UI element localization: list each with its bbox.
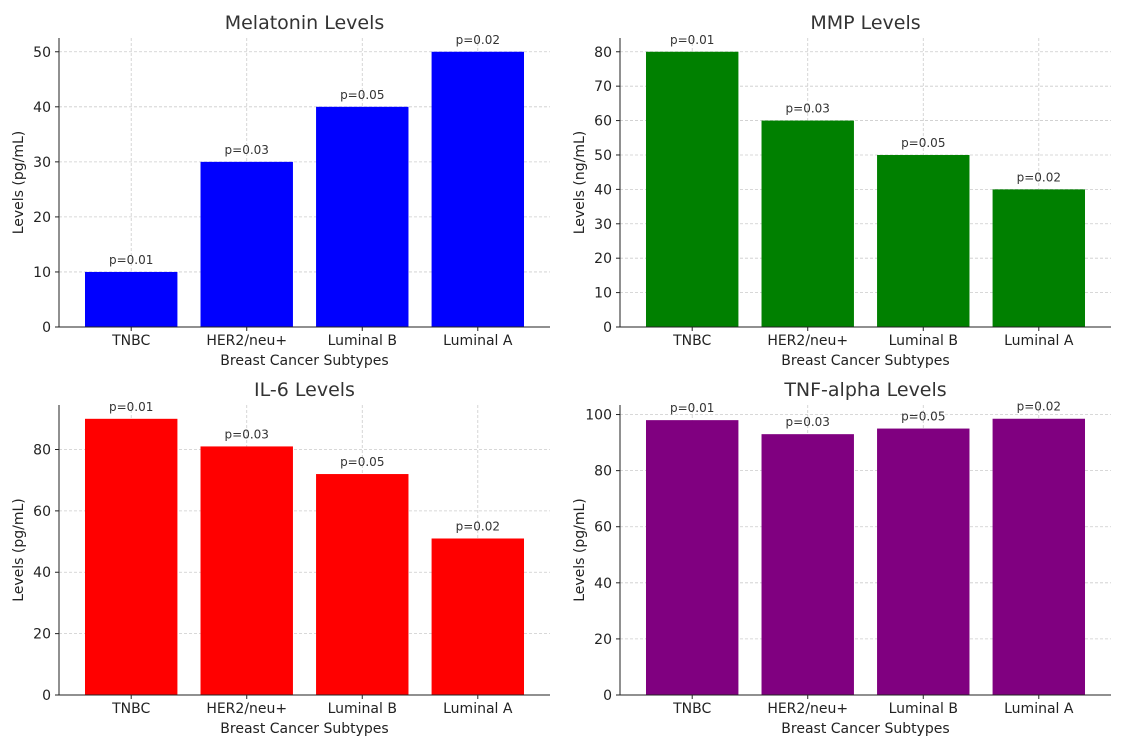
bar-annotation: p=0.03 — [225, 143, 269, 157]
x-tick-label: Luminal B — [328, 333, 397, 349]
y-tick-label: 50 — [594, 148, 612, 164]
y-tick-label: 50 — [33, 45, 51, 61]
chart-panel-1: p=0.01 p=0.03 p=0.05 p=0.02 0 10 20 30 40 50 60 70 8… — [572, 12, 1111, 369]
bar-annotation: p=0.02 — [456, 33, 500, 47]
bar-3-0 — [645, 420, 739, 695]
y-tick-label: 100 — [585, 408, 612, 424]
bar-2-3 — [431, 538, 525, 695]
x-axis-label: Breast Cancer Subtypes — [220, 353, 388, 369]
chart-panel-2: p=0.01 p=0.03 p=0.05 p=0.02 0 20 40 60 80 TNBC HER… — [11, 379, 550, 737]
y-tick-label: 60 — [33, 504, 51, 520]
y-tick-label: 60 — [594, 114, 612, 130]
y-tick-label: 80 — [594, 464, 612, 480]
y-tick-label: 20 — [594, 251, 612, 267]
y-tick-label: 10 — [594, 286, 612, 302]
bar-1-0 — [645, 51, 739, 328]
chart-title: IL-6 Levels — [254, 379, 355, 401]
y-tick-label: 0 — [42, 320, 51, 336]
y-tick-label: 60 — [594, 520, 612, 536]
bar-annotation: p=0.05 — [340, 455, 384, 469]
y-tick-label: 30 — [594, 217, 612, 233]
y-tick-label: 40 — [594, 576, 612, 592]
x-tick-label: Luminal A — [443, 333, 513, 349]
y-tick-label: 20 — [33, 627, 51, 643]
y-tick-label: 30 — [33, 155, 51, 171]
bar-annotation: p=0.02 — [456, 519, 500, 533]
x-tick-label: HER2/neu+ — [767, 333, 848, 349]
x-tick-label: HER2/neu+ — [206, 333, 287, 349]
bar-0-1 — [200, 161, 293, 327]
bar-annotation: p=0.05 — [901, 136, 945, 150]
bar-annotation: p=0.01 — [109, 400, 153, 414]
y-tick-label: 80 — [594, 45, 612, 61]
bar-1-3 — [992, 189, 1086, 327]
y-tick-label: 80 — [33, 442, 51, 458]
x-tick-label: Luminal A — [1004, 333, 1074, 349]
bar-2-0 — [84, 418, 178, 695]
bar-3-1 — [761, 434, 854, 695]
bar-annotation: p=0.02 — [1017, 400, 1061, 414]
x-tick-label: TNBC — [672, 333, 711, 349]
x-axis-label: Breast Cancer Subtypes — [220, 721, 388, 737]
bar-0-0 — [84, 271, 178, 327]
y-tick-label: 0 — [42, 688, 51, 704]
x-tick-label: HER2/neu+ — [767, 701, 848, 717]
bar-annotation: p=0.01 — [670, 33, 714, 47]
chart-title: MMP Levels — [810, 12, 920, 34]
y-axis-label: Levels (pg/mL) — [11, 131, 27, 235]
bar-annotation: p=0.01 — [109, 253, 153, 267]
bar-0-2 — [316, 106, 409, 327]
y-tick-label: 10 — [33, 265, 51, 281]
y-tick-label: 40 — [33, 565, 51, 581]
x-tick-label: TNBC — [672, 701, 711, 717]
chart-panel-0: p=0.01 p=0.03 p=0.05 p=0.02 0 10 20 30 40 50 TNBC H… — [11, 12, 550, 369]
bar-annotation: p=0.01 — [670, 401, 714, 415]
chart-panel-3: p=0.01 p=0.03 p=0.05 p=0.02 0 20 40 60 80 100 TNBC… — [572, 379, 1111, 737]
y-tick-label: 20 — [33, 210, 51, 226]
bar-annotation: p=0.03 — [225, 427, 269, 441]
x-axis-label: Breast Cancer Subtypes — [781, 353, 949, 369]
bar-annotation: p=0.05 — [901, 410, 945, 424]
bar-annotation: p=0.05 — [340, 88, 384, 102]
y-tick-label: 70 — [594, 79, 612, 95]
y-tick-label: 0 — [603, 320, 612, 336]
y-axis-label: Levels (ng/mL) — [572, 131, 588, 235]
x-tick-label: Luminal A — [1004, 701, 1074, 717]
y-tick-label: 20 — [594, 632, 612, 648]
bar-1-2 — [877, 154, 970, 327]
bar-2-2 — [316, 474, 409, 695]
x-tick-label: HER2/neu+ — [206, 701, 287, 717]
bar-annotation: p=0.03 — [786, 415, 830, 429]
bar-2-1 — [200, 446, 293, 695]
chart-title: TNF-alpha Levels — [783, 379, 946, 401]
y-tick-label: 40 — [594, 182, 612, 198]
y-axis-label: Levels (pg/mL) — [572, 498, 588, 602]
x-tick-label: Luminal A — [443, 701, 513, 717]
x-tick-label: TNBC — [111, 701, 150, 717]
bar-3-3 — [992, 418, 1086, 695]
x-axis-label: Breast Cancer Subtypes — [781, 721, 949, 737]
bar-annotation: p=0.02 — [1017, 170, 1061, 184]
y-tick-label: 40 — [33, 100, 51, 116]
bar-0-3 — [431, 51, 525, 328]
bar-1-1 — [761, 120, 854, 327]
x-tick-label: TNBC — [111, 333, 150, 349]
x-tick-label: Luminal B — [889, 333, 958, 349]
y-axis-label: Levels (pg/mL) — [11, 498, 27, 602]
bar-3-2 — [877, 428, 970, 695]
x-tick-label: Luminal B — [328, 701, 397, 717]
chart-title: Melatonin Levels — [225, 12, 385, 34]
bar-annotation: p=0.03 — [786, 102, 830, 116]
x-tick-label: Luminal B — [889, 701, 958, 717]
y-tick-label: 0 — [603, 688, 612, 704]
